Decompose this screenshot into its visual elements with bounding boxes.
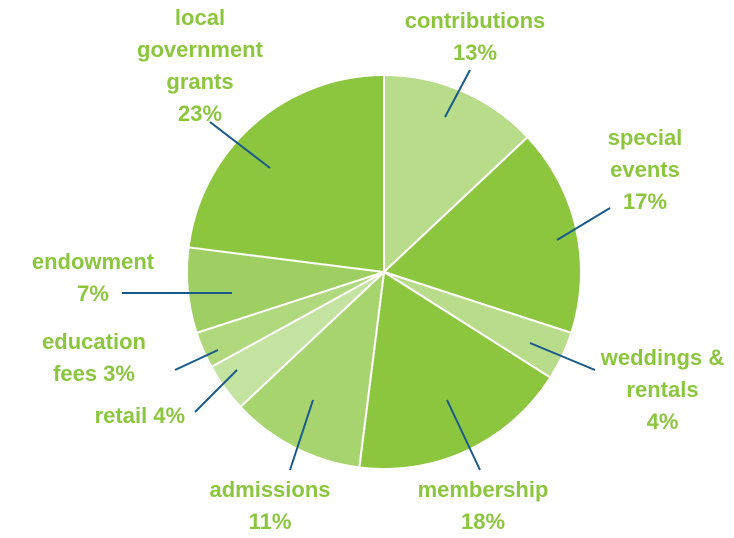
pie-slice: [187, 73, 385, 274]
leader-line: [444, 69, 471, 118]
value-label: 4%: [646, 409, 679, 434]
slice-label: contributions 13%: [365, 5, 585, 69]
category-label: weddings & rentals: [600, 345, 725, 402]
slice-label: education fees 3%: [14, 326, 174, 390]
value-label: 17%: [622, 189, 668, 214]
pie-slice: [383, 73, 530, 275]
value-label: 18%: [460, 509, 506, 534]
slice-label: retail 4%: [55, 400, 185, 432]
category-label: admissions: [209, 477, 331, 502]
category-label: local government grants: [137, 5, 263, 94]
leader-line: [529, 342, 596, 371]
value-label: 7%: [77, 281, 109, 306]
category-label: membership: [417, 477, 549, 502]
slice-label: local government grants 23%: [115, 2, 285, 130]
leader-line: [174, 349, 219, 371]
value-label: 23%: [177, 101, 223, 126]
slice-label: weddings & rentals 4%: [600, 342, 725, 438]
slice-label: admissions 11%: [170, 474, 370, 538]
category-label: endowment: [31, 249, 155, 274]
slice-label: endowment 7%: [8, 246, 178, 310]
leader-line: [194, 369, 238, 413]
value-label: 11%: [248, 509, 292, 534]
pie-slice: [358, 270, 552, 470]
value-label: 3%: [103, 361, 135, 386]
category-label: special events: [607, 125, 683, 182]
leader-line: [446, 399, 481, 471]
value-label: 13%: [452, 40, 498, 65]
leader-line: [289, 399, 314, 471]
pie-slice: [238, 269, 386, 469]
category-label: retail: [94, 403, 148, 428]
leader-line: [556, 207, 611, 241]
slice-label: special events 17%: [585, 122, 705, 218]
category-label: education fees: [42, 329, 146, 386]
slice-label: membership 18%: [383, 474, 583, 538]
value-label: 4%: [153, 403, 185, 428]
category-label: contributions: [404, 8, 546, 33]
leader-line: [209, 121, 271, 169]
